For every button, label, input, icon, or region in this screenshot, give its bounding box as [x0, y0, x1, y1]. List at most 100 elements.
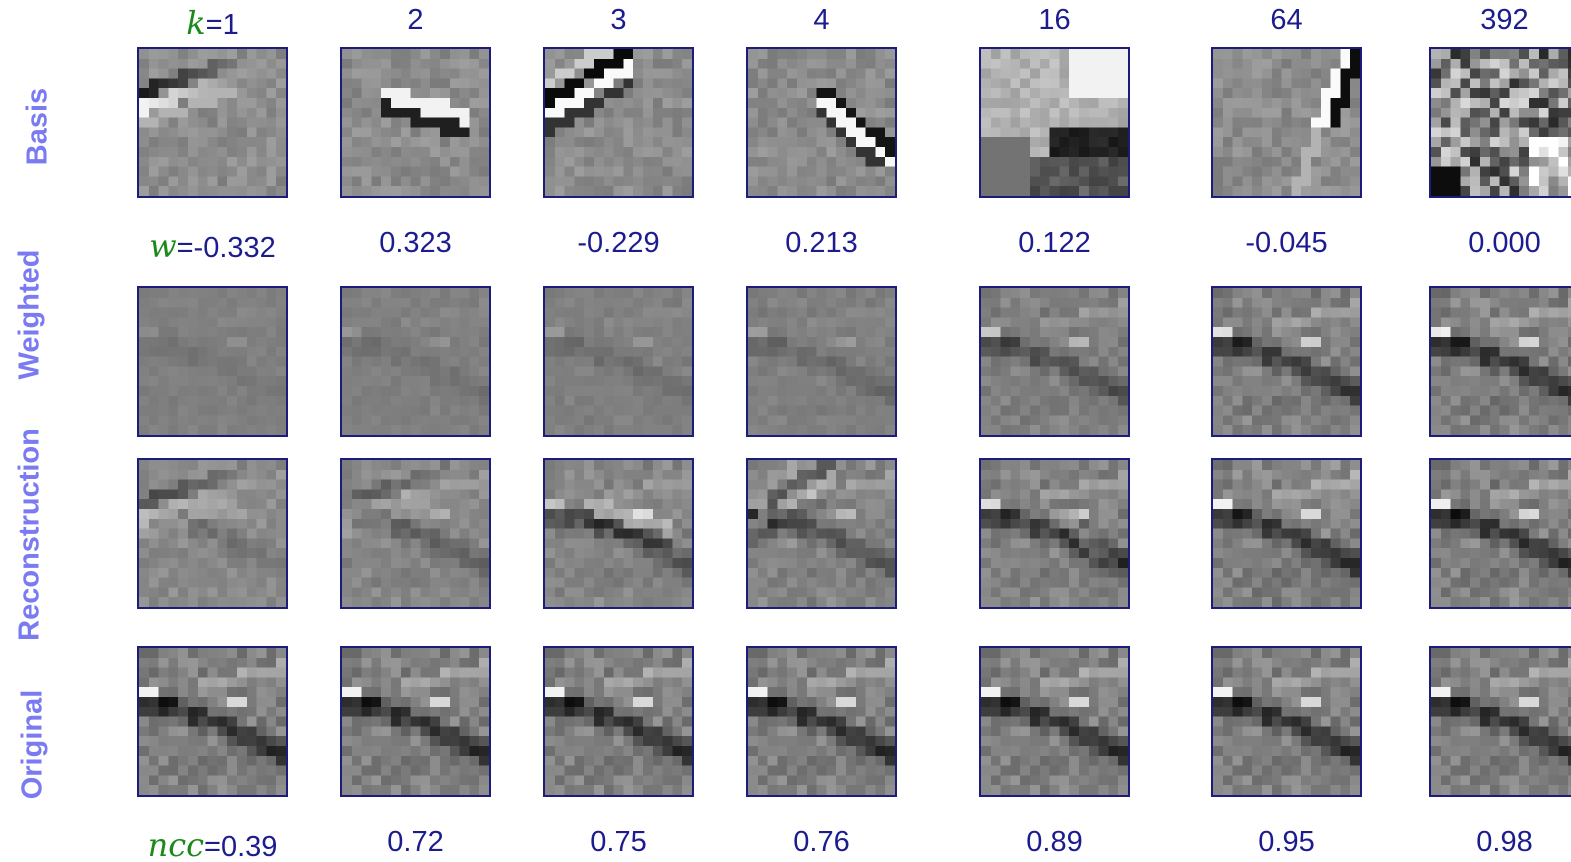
ncc-label-value: 0.95 [1258, 826, 1315, 858]
weight-label: -0.045 [1197, 227, 1377, 260]
weight-label: 0.000 [1415, 227, 1571, 260]
ncc-label-value: 0.76 [793, 826, 850, 858]
original-patch [543, 646, 694, 797]
weighted-patch-image [342, 288, 489, 435]
original-patch-image [1213, 648, 1360, 795]
original-patch-image [139, 648, 286, 795]
basis-patch [1429, 47, 1571, 198]
original-patch [1429, 646, 1571, 797]
basis-patch-image [545, 49, 692, 196]
ncc-label: 0.98 [1415, 826, 1571, 859]
weight-label-value: 0.323 [379, 227, 452, 259]
ncc-label: 0.76 [732, 826, 912, 859]
basis-patch-image [1431, 49, 1571, 196]
original-patch-image [1431, 648, 1571, 795]
weight-label: 0.122 [965, 227, 1145, 260]
weight-label: w=-0.332 [123, 227, 303, 265]
original-patch-image [981, 648, 1128, 795]
column-k-label-value: 16 [1038, 4, 1071, 36]
original-patch-image [545, 648, 692, 795]
basis-patch [543, 47, 694, 198]
weighted-patch-image [139, 288, 286, 435]
reconstruction-patch [746, 458, 897, 609]
basis-patch [340, 47, 491, 198]
reconstruction-patch-image [748, 460, 895, 607]
weighted-patch [137, 286, 288, 437]
column-k-label: 4 [732, 4, 912, 37]
original-patch [746, 646, 897, 797]
weight-label: -0.229 [529, 227, 709, 260]
column-k-label-equals: = [205, 9, 223, 41]
weighted-patch-image [545, 288, 692, 435]
column-k-label-value: 2 [407, 4, 424, 36]
basis-patch [979, 47, 1130, 198]
reconstruction-patch [1211, 458, 1362, 609]
original-patch-image [342, 648, 489, 795]
column-k-label: 16 [965, 4, 1145, 37]
ncc-label: 0.89 [965, 826, 1145, 859]
weighted-patch-image [1213, 288, 1360, 435]
ncc-label-value: 0.72 [387, 826, 444, 858]
reconstruction-patch-image [981, 460, 1128, 607]
column-k-label: 392 [1415, 4, 1571, 37]
ncc-label: ncc=0.39 [123, 826, 303, 862]
column-k-label: 3 [529, 4, 709, 37]
ncc-label-value: 0.89 [1026, 826, 1083, 858]
reconstruction-patch [543, 458, 694, 609]
column-k-label-value: 64 [1270, 4, 1303, 36]
basis-patch-image [1213, 49, 1360, 196]
weighted-patch-image [748, 288, 895, 435]
weight-label-value: -0.229 [577, 227, 660, 259]
column-k-label: 2 [326, 4, 506, 37]
basis-patch-image [342, 49, 489, 196]
weighted-patch-image [981, 288, 1128, 435]
weight-label-symbol: w [149, 227, 177, 265]
column-k-label-value: 3 [610, 4, 627, 36]
weight-label-value: 0.122 [1018, 227, 1091, 259]
basis-patch-image [981, 49, 1128, 196]
reconstruction-patch [979, 458, 1130, 609]
basis-patch [746, 47, 897, 198]
row-label-weighted: Weighted [13, 249, 46, 380]
weight-label-value: 0.213 [785, 227, 858, 259]
column-k-label-value: 1 [222, 9, 239, 41]
weight-label-value: 0.000 [1468, 227, 1541, 259]
column-k-label-value: 392 [1480, 4, 1529, 36]
row-label-original: Original [16, 689, 49, 800]
column-k-label: 64 [1197, 4, 1377, 37]
weighted-patch [1429, 286, 1571, 437]
reconstruction-patch-image [1431, 460, 1571, 607]
original-patch [1211, 646, 1362, 797]
weight-label-value: -0.332 [193, 232, 276, 264]
weight-label: 0.323 [326, 227, 506, 260]
reconstruction-patch-image [139, 460, 286, 607]
reconstruction-patch-image [545, 460, 692, 607]
original-patch-image [748, 648, 895, 795]
original-patch [979, 646, 1130, 797]
row-label-reconstruction: Reconstruction [13, 428, 46, 641]
column-k-label-symbol: k [186, 4, 206, 42]
ncc-label-equals: = [204, 831, 221, 862]
ncc-label-symbol: ncc [147, 826, 205, 862]
original-patch [137, 646, 288, 797]
basis-patch [137, 47, 288, 198]
row-label-basis: Basis [21, 87, 54, 166]
basis-patch-image [139, 49, 286, 196]
basis-patch-image [748, 49, 895, 196]
weight-label-equals: = [176, 232, 194, 264]
weight-label-value: -0.045 [1245, 227, 1328, 259]
ncc-label: 0.95 [1197, 826, 1377, 859]
reconstruction-patch [137, 458, 288, 609]
original-patch [340, 646, 491, 797]
weighted-patch [1211, 286, 1362, 437]
column-k-label-value: 4 [813, 4, 830, 36]
weight-label: 0.213 [732, 227, 912, 260]
ncc-label-value: 0.39 [220, 831, 278, 862]
weighted-patch [543, 286, 694, 437]
weighted-patch [979, 286, 1130, 437]
weighted-patch-image [1431, 288, 1571, 435]
reconstruction-patch-image [1213, 460, 1360, 607]
ncc-label-value: 0.75 [590, 826, 647, 858]
reconstruction-patch-image [342, 460, 489, 607]
